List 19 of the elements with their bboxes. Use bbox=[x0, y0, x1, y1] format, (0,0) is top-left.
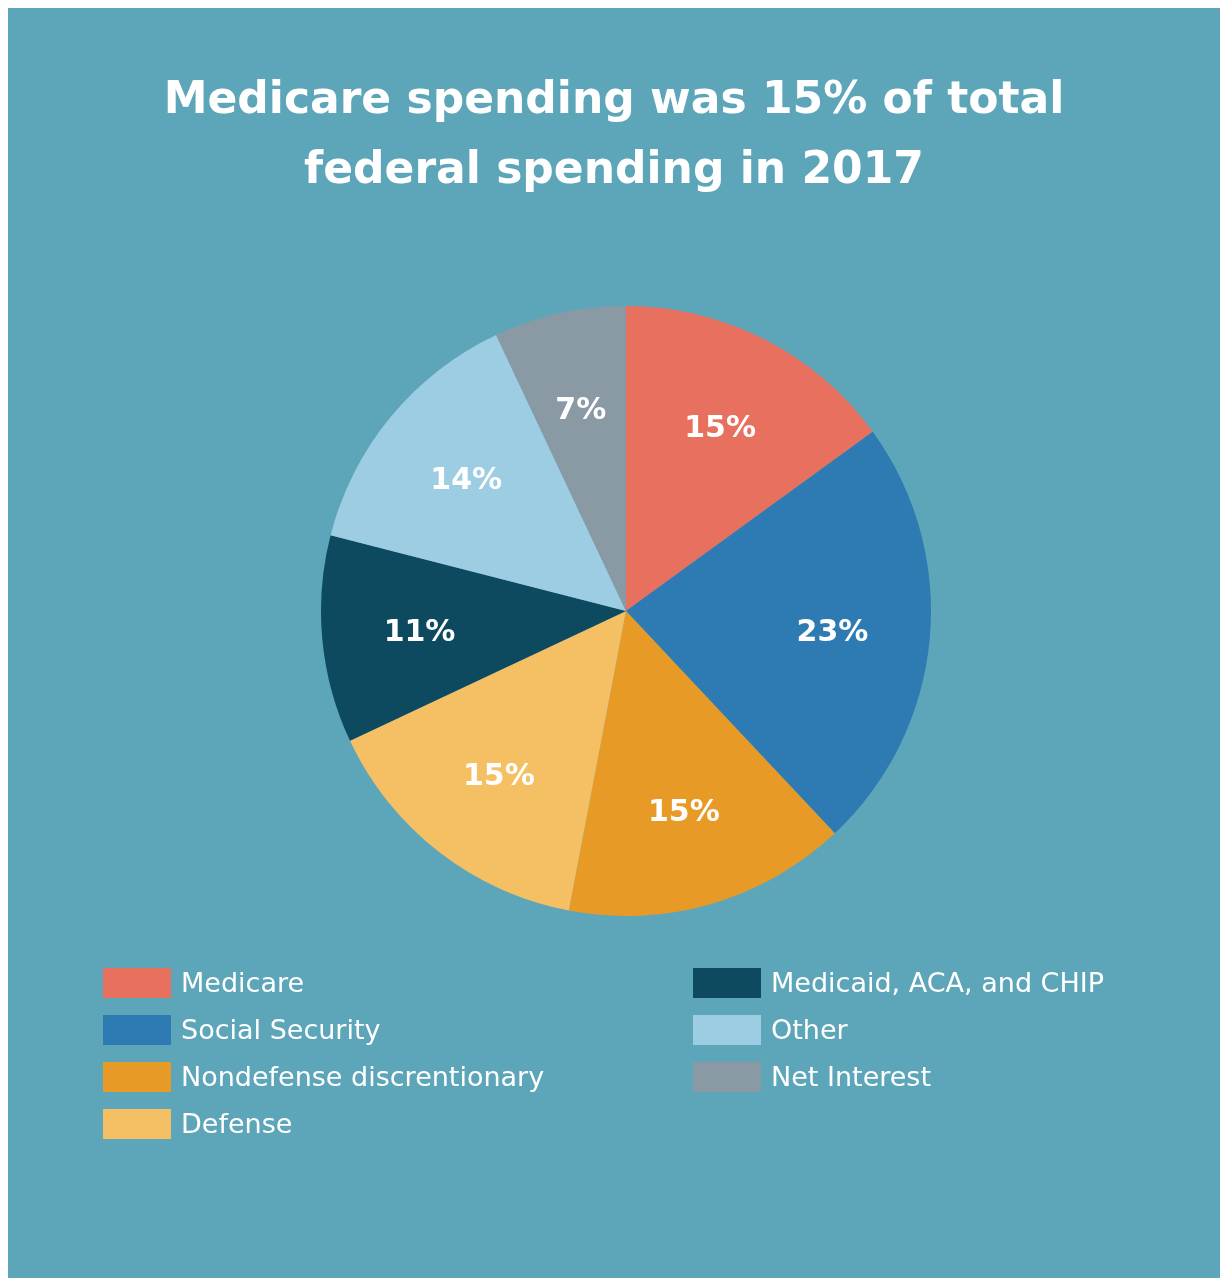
legend-label: Medicare bbox=[181, 967, 305, 999]
chart-title: Medicare spending was 15% of total federal spending in 2017 bbox=[163, 72, 1065, 193]
data-label: 15% bbox=[647, 792, 720, 828]
pie-slice bbox=[321, 535, 626, 741]
legend-label: Social Security bbox=[181, 1014, 381, 1046]
pie-slice bbox=[626, 306, 873, 611]
data-label: 7% bbox=[555, 391, 607, 427]
data-label: 15% bbox=[462, 757, 535, 793]
data-label: 14% bbox=[430, 461, 503, 497]
legend-label: Net Interest bbox=[771, 1061, 932, 1093]
pie-slice bbox=[350, 611, 626, 911]
legend-label: Defense bbox=[181, 1108, 293, 1140]
legend-label: Medicaid, ACA, and CHIP bbox=[771, 967, 1105, 999]
legend-label: Nondefense discrentionary bbox=[181, 1061, 545, 1093]
legend-label: Other bbox=[771, 1014, 849, 1046]
data-label: 15% bbox=[684, 408, 757, 444]
data-label: 11% bbox=[383, 613, 456, 649]
data-label: 23% bbox=[796, 613, 869, 649]
pie-slice bbox=[330, 335, 626, 611]
